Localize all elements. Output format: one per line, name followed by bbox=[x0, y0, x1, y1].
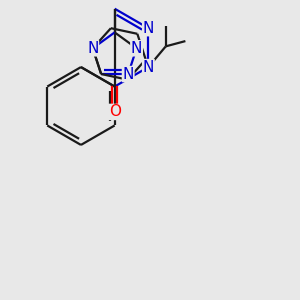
Text: O: O bbox=[109, 104, 121, 119]
Text: N: N bbox=[122, 67, 134, 82]
Text: N: N bbox=[143, 21, 154, 36]
Text: N: N bbox=[131, 41, 142, 56]
Text: N: N bbox=[87, 41, 98, 56]
Text: N: N bbox=[143, 60, 154, 75]
